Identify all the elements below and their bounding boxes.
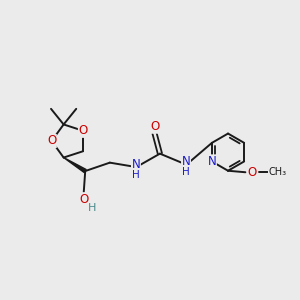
Text: N: N — [182, 154, 190, 168]
Text: N: N — [131, 158, 140, 171]
Text: O: O — [79, 124, 88, 137]
Text: H: H — [132, 170, 140, 180]
Text: O: O — [79, 193, 88, 206]
Polygon shape — [64, 158, 86, 172]
Text: N: N — [208, 155, 216, 168]
Text: CH₃: CH₃ — [268, 167, 286, 177]
Text: H: H — [182, 167, 190, 177]
Text: O: O — [248, 166, 256, 179]
Text: H: H — [88, 203, 96, 213]
Text: O: O — [150, 120, 159, 133]
Text: O: O — [47, 134, 56, 148]
